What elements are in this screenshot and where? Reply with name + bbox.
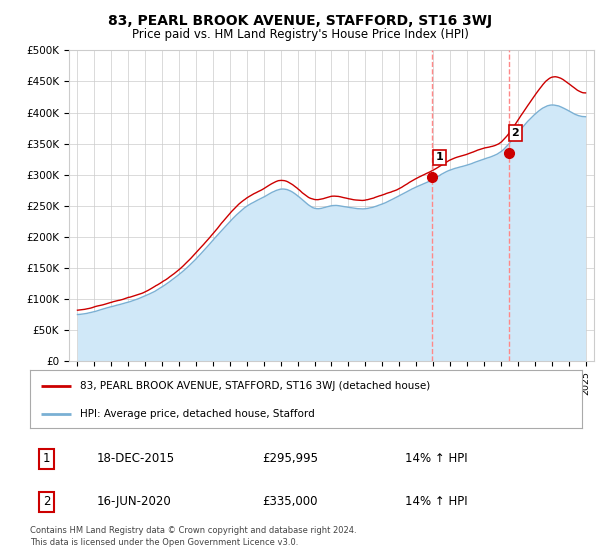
- Text: 83, PEARL BROOK AVENUE, STAFFORD, ST16 3WJ (detached house): 83, PEARL BROOK AVENUE, STAFFORD, ST16 3…: [80, 381, 430, 391]
- Text: This data is licensed under the Open Government Licence v3.0.: This data is licensed under the Open Gov…: [30, 538, 298, 547]
- Text: 14% ↑ HPI: 14% ↑ HPI: [406, 495, 468, 508]
- Text: Contains HM Land Registry data © Crown copyright and database right 2024.: Contains HM Land Registry data © Crown c…: [30, 526, 356, 535]
- Text: 1: 1: [436, 152, 443, 162]
- Text: £295,995: £295,995: [262, 452, 318, 465]
- Text: 1: 1: [43, 452, 50, 465]
- Text: £335,000: £335,000: [262, 495, 317, 508]
- Text: 16-JUN-2020: 16-JUN-2020: [96, 495, 171, 508]
- Text: Price paid vs. HM Land Registry's House Price Index (HPI): Price paid vs. HM Land Registry's House …: [131, 28, 469, 41]
- Text: HPI: Average price, detached house, Stafford: HPI: Average price, detached house, Staf…: [80, 409, 314, 419]
- Text: 2: 2: [512, 128, 519, 138]
- Text: 14% ↑ HPI: 14% ↑ HPI: [406, 452, 468, 465]
- Text: 83, PEARL BROOK AVENUE, STAFFORD, ST16 3WJ: 83, PEARL BROOK AVENUE, STAFFORD, ST16 3…: [108, 14, 492, 28]
- Text: 2: 2: [43, 495, 50, 508]
- Text: 18-DEC-2015: 18-DEC-2015: [96, 452, 175, 465]
